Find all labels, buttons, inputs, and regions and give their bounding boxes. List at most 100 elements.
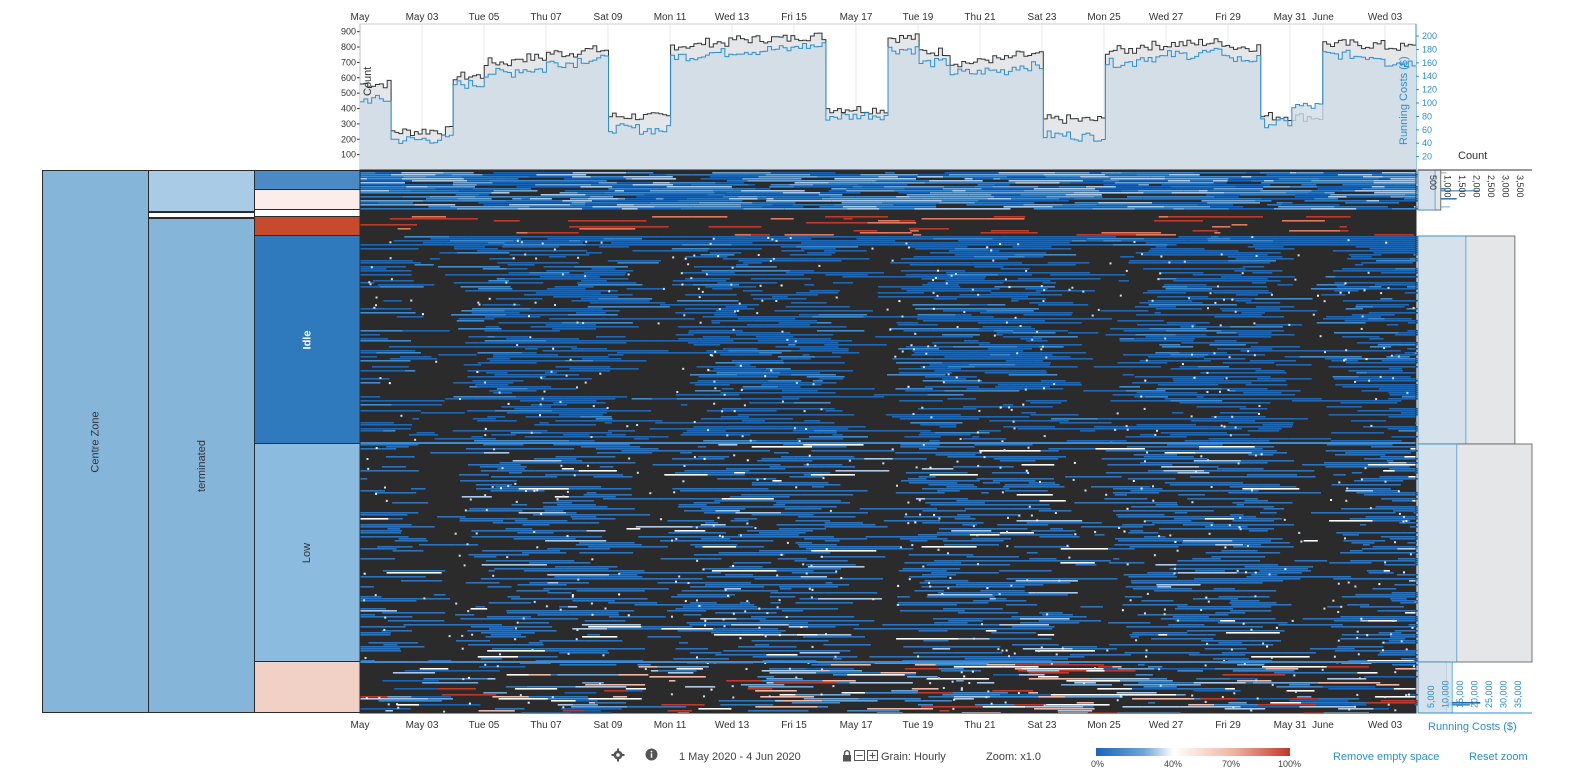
heatmap-cell <box>459 474 489 476</box>
heatmap-cell <box>890 262 936 264</box>
heatmap-cell <box>528 176 573 178</box>
heatmap-cell <box>508 176 529 178</box>
heatmap-cell <box>706 380 769 382</box>
heatmap-sparkle <box>932 291 935 294</box>
heatmap-cell <box>1329 682 1381 684</box>
lock-icon[interactable] <box>842 750 852 765</box>
zoom-out-icon[interactable] <box>854 750 865 764</box>
heatmap-cell <box>1038 510 1072 512</box>
heatmap-cell <box>1164 206 1211 208</box>
zoom-in-icon[interactable] <box>867 750 878 764</box>
heatmap-cell <box>820 192 861 194</box>
top-date-tick: Mon 25 <box>1087 12 1121 23</box>
heatmap-sparkle <box>805 428 808 430</box>
heatmap-cell <box>1171 626 1201 628</box>
heatmap-sparkle <box>1118 527 1121 529</box>
heatmap-cell <box>818 466 855 468</box>
heatmap-cell <box>957 514 998 516</box>
heatmap-cell <box>1356 372 1368 374</box>
heatmap-sparkle <box>914 332 917 335</box>
heatmap-cell <box>1369 238 1376 240</box>
heatmap-cell <box>649 428 699 430</box>
heatmap-cell <box>955 182 1016 184</box>
heatmap-cell <box>1334 206 1388 208</box>
band-pink[interactable] <box>254 661 361 713</box>
heatmap-cell <box>972 178 994 180</box>
heatmap-cell <box>856 238 876 240</box>
heatmap-cell <box>472 308 531 310</box>
heatmap-cell <box>1182 540 1233 542</box>
heatmap-cell <box>1204 648 1225 650</box>
heatmap-cell <box>1115 186 1171 188</box>
heatmap-sparkle <box>1046 613 1049 616</box>
heatmap-sparkle <box>599 683 601 686</box>
heatmap-cell <box>1341 450 1374 452</box>
heatmap-cell <box>524 436 578 438</box>
heatmap-cell <box>675 334 694 336</box>
heatmap-cell <box>1247 596 1270 598</box>
main-chart[interactable]: May May 03 Tue 05 Thu 07 Sat 09 Mon 11 Wed 13 F… <box>0 0 1570 744</box>
heatmap-cell <box>948 358 977 360</box>
heatmap-cell <box>930 328 980 330</box>
heatmap-cell <box>550 310 597 312</box>
heatmap-cell <box>386 446 409 448</box>
heatmap-cell <box>998 274 1032 276</box>
heatmap-cell <box>1176 278 1228 280</box>
heatmap-cell <box>592 200 646 202</box>
heatmap-sparkle <box>515 500 518 503</box>
heatmap-cell <box>360 404 392 406</box>
heatmap-cell <box>789 254 832 256</box>
heatmap-cell <box>1326 666 1369 668</box>
bottom-date-tick: Fri 29 <box>1215 720 1241 731</box>
heatmap-cell <box>604 496 616 498</box>
heatmap-cell <box>1066 680 1121 682</box>
gear-icon[interactable] <box>611 748 625 765</box>
heatmap-cell <box>451 198 458 200</box>
heatmap-cell <box>540 196 591 198</box>
heatmap-sparkle <box>918 499 921 502</box>
heatmap-cell <box>1223 588 1235 590</box>
heatmap-sparkle <box>732 696 735 699</box>
heatmap-cell <box>694 266 737 268</box>
heatmap-sparkle <box>1160 255 1163 258</box>
heatmap-cell <box>835 240 896 242</box>
heatmap-cell <box>1399 522 1425 524</box>
heatmap-sparkle <box>1251 489 1253 492</box>
heatmap-sparkle <box>524 253 527 256</box>
heatmap-cell <box>836 430 881 432</box>
heatmap-sparkle <box>947 552 949 555</box>
heatmap-cell <box>1080 176 1098 178</box>
heatmap-cell <box>1254 426 1293 428</box>
heatmap-cell <box>1376 260 1431 262</box>
heatmap-sparkle <box>374 594 377 597</box>
heatmap-sparkle <box>484 427 487 430</box>
heatmap-cell <box>483 692 507 694</box>
heatmap-cell <box>996 528 1028 530</box>
zone-column[interactable]: Centre Zone <box>42 170 149 713</box>
grain-setting[interactable]: Grain: Hourly <box>881 751 946 763</box>
reset-zoom-link[interactable]: Reset zoom <box>1469 751 1528 763</box>
heatmap-cell <box>1055 664 1105 666</box>
heatmap-cell <box>1159 528 1216 530</box>
heatmap-sparkle <box>644 668 647 670</box>
heatmap-cell <box>513 240 537 242</box>
heatmap-cell <box>1039 298 1047 300</box>
state-column-top[interactable] <box>148 170 255 212</box>
heatmap-cell <box>1029 352 1087 354</box>
heatmap-sparkle <box>1119 294 1122 297</box>
heatmap-sparkle <box>1219 390 1221 393</box>
heatmap-cell <box>694 242 753 244</box>
remove-empty-space-link[interactable]: Remove empty space <box>1333 751 1440 763</box>
info-icon[interactable] <box>645 748 658 764</box>
heatmap-cell <box>483 430 548 432</box>
heatmap-cell <box>523 294 590 296</box>
heatmap-cell <box>1136 314 1154 316</box>
heatmap-cell <box>824 540 840 542</box>
heatmap-cell <box>804 284 815 286</box>
band-low[interactable]: Low <box>254 443 361 662</box>
heatmap-cell <box>1109 274 1126 276</box>
side-count-tick: 1,000 <box>1443 175 1453 198</box>
heatmap-cell <box>1237 664 1265 666</box>
heatmap-cell <box>1040 278 1101 280</box>
heatmap-cell <box>360 260 413 262</box>
